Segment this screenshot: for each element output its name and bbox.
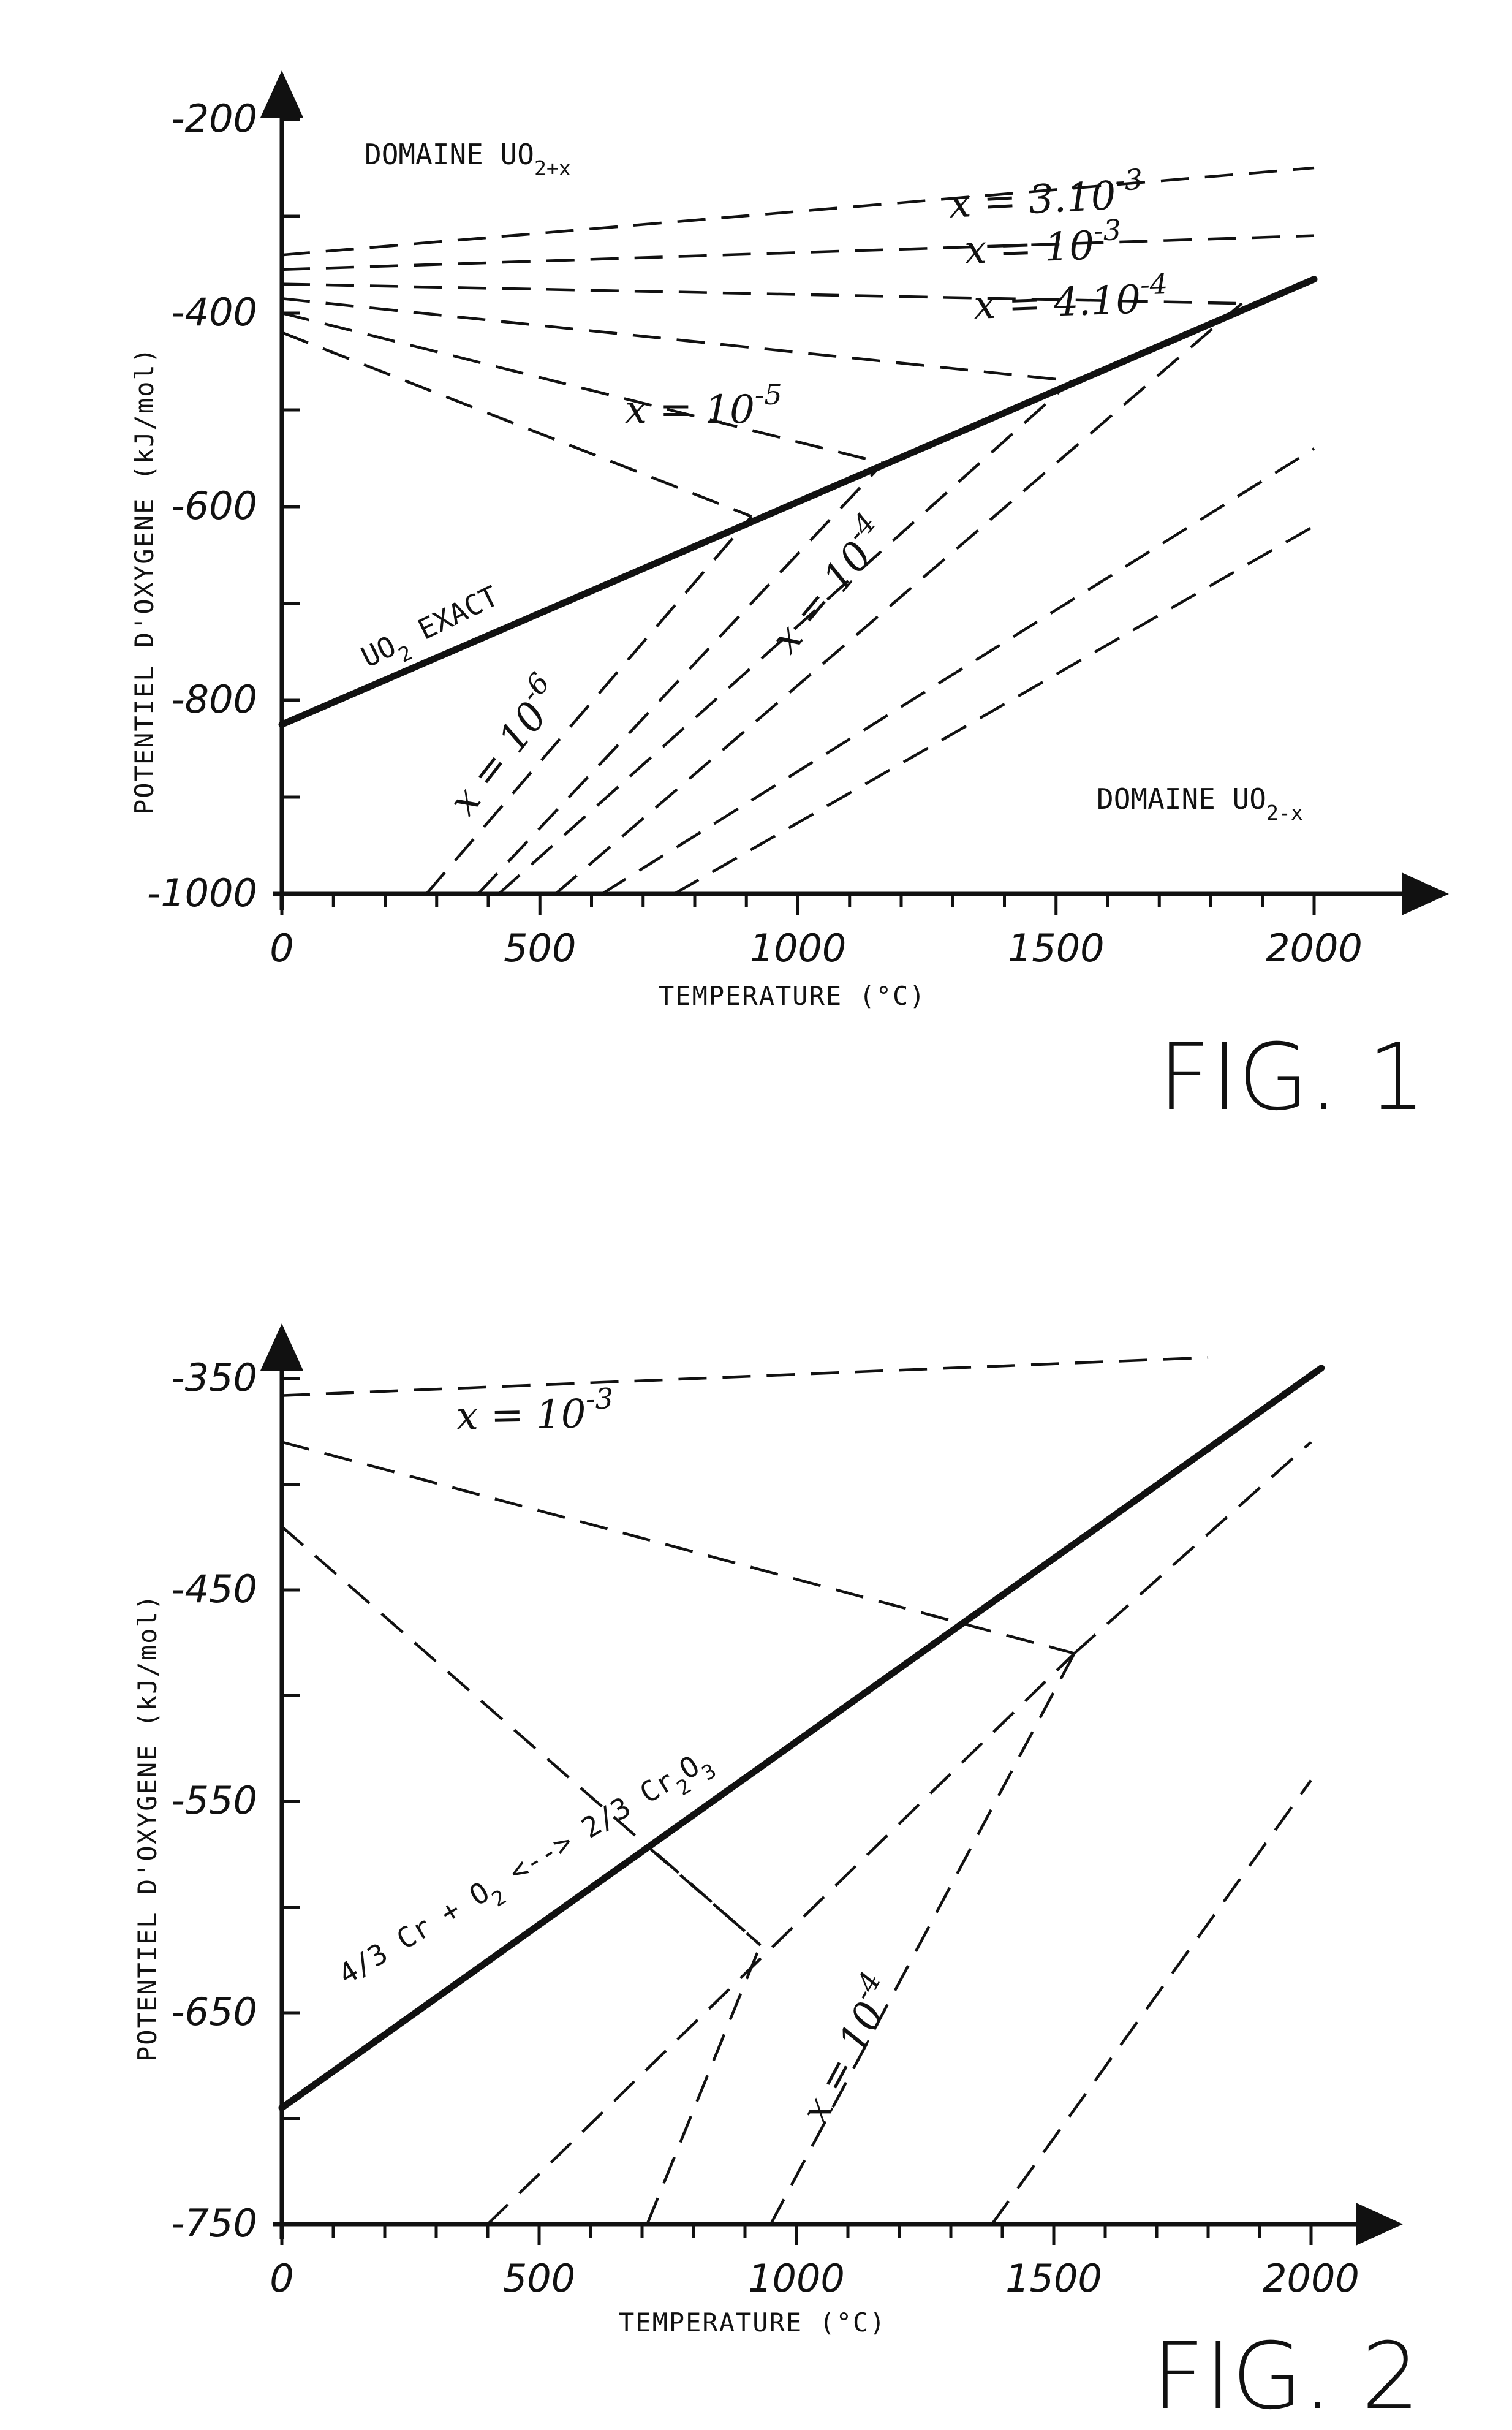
- series-line-dashed: [602, 449, 1314, 894]
- x-tick-label: 2000: [1263, 2256, 1359, 2301]
- x-tick-label: 1000: [750, 926, 847, 971]
- region-label-uo2-plus-x: DOMAINE UO2+x: [365, 138, 571, 180]
- series-line-dashed: [282, 313, 883, 463]
- annotation-x-1e-3: x = 10-3: [456, 1382, 614, 1439]
- series-line-dashed: [426, 517, 752, 894]
- series-line-dashed: [282, 1358, 1208, 1396]
- chart-fig-2: -350 -450 -550 -650 -750 0 500 1000 1500 2000 TE…: [132, 1345, 1420, 2430]
- y-tick-label: -600: [171, 483, 257, 528]
- x-tick-label: 500: [503, 2256, 575, 2301]
- series-line-dashed: [282, 298, 1072, 380]
- x-tick-label: 0: [270, 2256, 293, 2301]
- series-line-dashed: [1075, 1442, 1311, 1654]
- annotation-cr-oxidation: 4/3 Cr + O2 <--> 2/3 Cr2O3: [333, 1743, 720, 1999]
- y-tick-label: -350: [171, 1355, 257, 1400]
- y-tick-labels: -350 -450 -550 -650 -750: [171, 1355, 257, 2246]
- y-axis-label: POTENTIEL D'OXYGENE (kJ/mol): [129, 347, 159, 815]
- x-tick-label: 0: [270, 926, 293, 971]
- series-line-dashed: [992, 1781, 1311, 2225]
- y-tick-label: -750: [171, 2201, 257, 2246]
- region-label-uo2-minus-x: DOMAINE UO2-x: [1097, 782, 1303, 825]
- series-line-dashed: [282, 168, 1314, 255]
- y-tick-label: -650: [171, 1989, 257, 2034]
- series-line-dashed: [282, 1442, 1075, 1654]
- tick-marks: [282, 1379, 1311, 2245]
- chart-fig-1: -200 -400 -600 -800 -1000 0 500 1000 1500 2000 T…: [129, 92, 1427, 1131]
- y-tick-label: -800: [171, 677, 257, 722]
- x-tick-label: 2000: [1266, 926, 1363, 971]
- x-tick-label: 1500: [1008, 926, 1105, 971]
- x-tick-label: 500: [504, 926, 576, 971]
- annotation-x-1e-5: x = 10-5: [625, 378, 782, 433]
- series-line-dashed: [771, 1654, 1075, 2225]
- annotation-x-1e-4: x = 10-4: [785, 1966, 907, 2130]
- figure-label-1: FIG. 1: [1158, 1024, 1426, 1131]
- annotation-x-1e-4: x = 10-4: [756, 506, 899, 662]
- series-line-solid: [282, 1368, 1321, 2108]
- figure-label-2: FIG. 2: [1152, 2323, 1420, 2430]
- series-line-dashed: [647, 1945, 760, 2224]
- x-axis-label: TEMPERATURE (°C): [659, 981, 926, 1011]
- x-tick-labels: 0 500 1000 1500 2000: [270, 926, 1363, 971]
- y-tick-labels: -200 -400 -600 -800 -1000: [147, 96, 257, 915]
- x-tick-label: 1500: [1005, 2256, 1102, 2301]
- y-tick-label: -200: [171, 96, 257, 141]
- annotation-x-4e-4: x = 4.10-4: [972, 267, 1169, 328]
- y-tick-label: -550: [171, 1778, 257, 1823]
- series-line-dashed: [657, 1854, 760, 1945]
- x-tick-label: 1000: [748, 2256, 845, 2301]
- y-tick-label: -450: [171, 1567, 257, 1611]
- annotation-uo2-exact: UO2 EXACT: [356, 579, 507, 682]
- series-line-dashed: [488, 1654, 1075, 2225]
- x-tick-labels: 0 500 1000 1500 2000: [270, 2256, 1359, 2301]
- x-axis-label: TEMPERATURE (°C): [619, 2307, 886, 2337]
- y-axis-label: POTENTIEL D'OXYGENE (kJ/mol): [132, 1594, 162, 2062]
- y-tick-label: -400: [171, 290, 257, 335]
- y-tick-label: -1000: [147, 871, 257, 915]
- annotation-x-1e-6: x = 10-6: [433, 667, 573, 824]
